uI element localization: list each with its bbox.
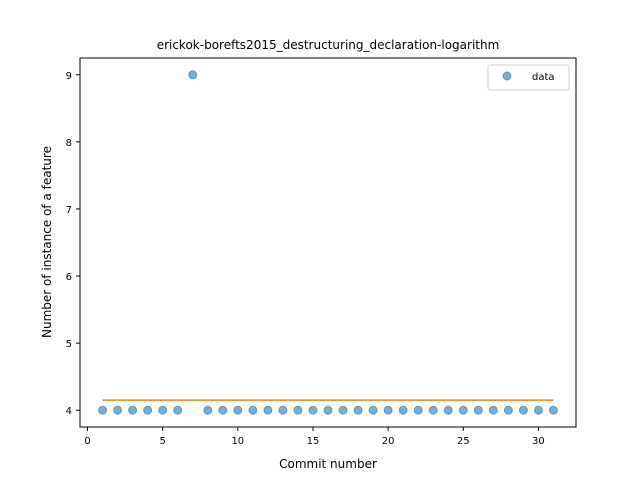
data-point — [293, 405, 303, 415]
data-point — [458, 405, 468, 415]
data-point — [368, 405, 378, 415]
x-tick-label: 0 — [84, 436, 90, 447]
y-tick-label: 9 — [66, 71, 72, 82]
x-tick-label: 25 — [457, 436, 470, 447]
x-axis: 0 5 10 15 20 25 30 — [84, 427, 545, 447]
data-point — [248, 405, 258, 415]
data-point — [173, 405, 183, 415]
data-point — [98, 405, 108, 415]
y-tick-label: 7 — [66, 205, 72, 216]
data-point — [443, 405, 453, 415]
data-point — [473, 405, 483, 415]
data-point — [503, 405, 513, 415]
legend-label-data: data — [532, 72, 555, 83]
data-point — [398, 405, 408, 415]
y-axis-label: Number of instance of a feature — [40, 146, 54, 338]
x-tick-label: 5 — [159, 436, 165, 447]
y-axis: 4 5 6 7 8 9 — [66, 71, 80, 417]
data-point — [203, 405, 213, 415]
y-tick-label: 5 — [66, 339, 72, 350]
data-point — [413, 405, 423, 415]
data-point — [113, 405, 123, 415]
data-point — [323, 405, 333, 415]
data-point — [233, 405, 243, 415]
x-tick-label: 30 — [532, 436, 545, 447]
data-point — [353, 405, 363, 415]
chart-title: erickok-borefts2015_destructuring_declar… — [157, 38, 500, 52]
legend-marker-data — [502, 71, 512, 81]
data-point — [383, 405, 393, 415]
data-point — [143, 405, 153, 415]
y-tick-label: 8 — [66, 138, 72, 149]
data-point — [188, 70, 198, 80]
data-point — [128, 405, 138, 415]
legend-box — [487, 64, 570, 91]
y-tick-label: 6 — [66, 272, 72, 283]
axes-frame — [79, 57, 577, 428]
data-point — [533, 405, 543, 415]
legend: data — [487, 64, 570, 91]
y-tick-label: 4 — [66, 406, 72, 417]
x-axis-label: Commit number — [279, 457, 377, 471]
data-point — [338, 405, 348, 415]
data-point — [428, 405, 438, 415]
x-tick-label: 15 — [307, 436, 320, 447]
data-point — [548, 405, 558, 415]
data-point — [488, 405, 498, 415]
x-tick-label: 20 — [382, 436, 395, 447]
data-point — [308, 405, 318, 415]
data-point — [263, 405, 273, 415]
data-point — [278, 405, 288, 415]
plot-area — [98, 70, 558, 415]
data-point — [158, 405, 168, 415]
data-point — [218, 405, 228, 415]
data-point — [518, 405, 528, 415]
x-tick-label: 10 — [231, 436, 244, 447]
